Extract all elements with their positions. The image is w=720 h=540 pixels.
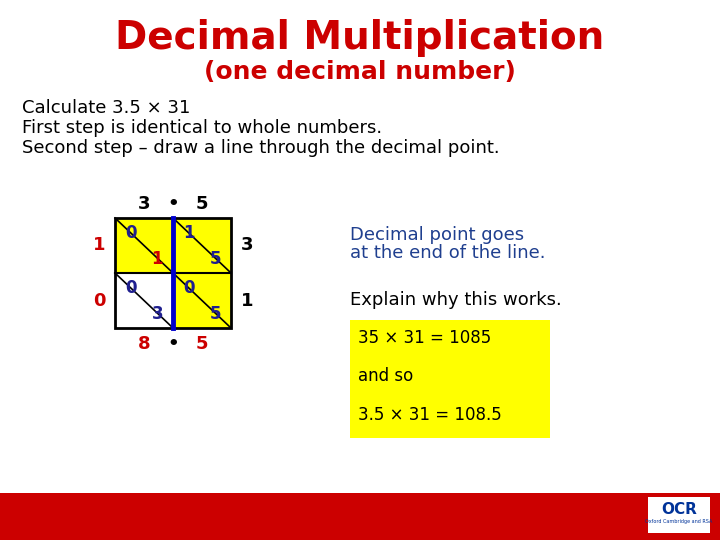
Text: 5: 5 — [196, 335, 208, 353]
FancyBboxPatch shape — [648, 497, 710, 533]
Text: at the end of the line.: at the end of the line. — [350, 244, 546, 262]
Text: Oxford Cambridge and RSA: Oxford Cambridge and RSA — [645, 519, 713, 524]
Text: 8: 8 — [138, 335, 150, 353]
Text: and so: and so — [358, 367, 413, 385]
Text: •: • — [167, 195, 179, 213]
Text: •: • — [167, 335, 179, 353]
Text: 1: 1 — [152, 250, 163, 268]
Text: 3: 3 — [240, 237, 253, 254]
Text: 3.5 × 31 = 108.5: 3.5 × 31 = 108.5 — [358, 406, 502, 424]
Text: 1: 1 — [93, 237, 105, 254]
Text: 3: 3 — [151, 305, 163, 323]
Text: 35 × 31 = 1085: 35 × 31 = 1085 — [358, 329, 491, 347]
Text: Calculate 3.5 × 31: Calculate 3.5 × 31 — [22, 99, 190, 117]
Text: 0: 0 — [93, 292, 105, 309]
Bar — [173, 218, 231, 273]
Text: Explain why this works.: Explain why this works. — [350, 291, 562, 309]
Text: 0: 0 — [125, 279, 136, 298]
Bar — [0, 493, 720, 540]
Text: 5: 5 — [210, 250, 221, 268]
Text: First step is identical to whole numbers.: First step is identical to whole numbers… — [22, 119, 382, 137]
Bar — [350, 320, 550, 438]
Text: 1: 1 — [183, 225, 194, 242]
Text: 0: 0 — [125, 225, 136, 242]
Bar — [115, 218, 231, 328]
Bar — [115, 218, 173, 273]
Text: 5: 5 — [210, 305, 221, 323]
Text: OCR: OCR — [661, 502, 697, 516]
Text: Decimal Multiplication: Decimal Multiplication — [115, 19, 605, 57]
Text: 1: 1 — [240, 292, 253, 309]
Text: Second step – draw a line through the decimal point.: Second step – draw a line through the de… — [22, 139, 500, 157]
Text: 3: 3 — [138, 195, 150, 213]
Text: Decimal point goes: Decimal point goes — [350, 226, 524, 244]
Text: (one decimal number): (one decimal number) — [204, 60, 516, 84]
Bar — [115, 273, 173, 328]
Text: 5: 5 — [196, 195, 208, 213]
Text: 0: 0 — [183, 279, 194, 298]
Bar — [173, 273, 231, 328]
